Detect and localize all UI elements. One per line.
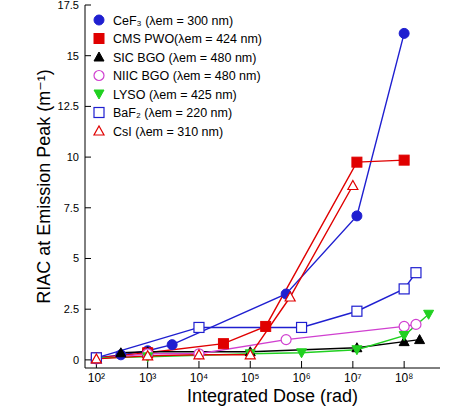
x-tick-label: 10² [88, 371, 105, 385]
data-point [281, 335, 291, 345]
legend-label: LYSO (λem = 425 nm) [113, 88, 237, 102]
y-tick-label: 17.5 [58, 0, 79, 11]
series-line [96, 185, 352, 358]
x-tick-label: 10⁸ [395, 371, 413, 385]
x-tick-label: 10⁷ [344, 371, 362, 385]
y-tick [85, 55, 91, 56]
legend-marker [94, 71, 104, 81]
data-point [218, 339, 228, 349]
x-tick [352, 361, 353, 368]
series-line [96, 160, 404, 358]
x-tick-label: 10⁵ [241, 371, 259, 385]
data-point [352, 157, 362, 167]
legend-marker [94, 126, 104, 135]
data-point [399, 332, 409, 341]
data-point [91, 353, 101, 363]
legend-label: BaF₂ (λem = 220 nm) [113, 106, 232, 120]
data-point [194, 350, 204, 359]
data-point [285, 292, 295, 301]
legend-marker [94, 108, 104, 118]
data-point [424, 310, 434, 319]
y-tick-label: 0 [73, 354, 79, 366]
data-point [399, 28, 409, 38]
data-point [411, 268, 421, 278]
legend-marker [94, 15, 104, 25]
y-tick-label: 5 [73, 252, 79, 264]
data-point [415, 335, 425, 344]
data-point [261, 321, 271, 331]
data-point [352, 346, 362, 355]
plot-area [91, 28, 433, 363]
legend: CeF₃ (λem = 300 nm) CMS PWO(λem = 424 nm)… [94, 14, 262, 139]
y-axis-label: RIAC at Emission Peak (m⁻¹) [34, 69, 54, 304]
x-tick [250, 361, 251, 368]
legend-marker [94, 34, 104, 44]
y-tick [85, 207, 91, 208]
chart: 0 2.5 5 7.5 10 12.5 15 17.5 10² 10³ 10⁴ 10⁵ 10⁶ 10⁷ 10… [0, 0, 453, 416]
data-point [91, 354, 101, 363]
x-tick [301, 361, 302, 368]
data-point [245, 350, 255, 359]
x-axis-label: Integrated Dose (rad) [187, 386, 358, 406]
data-point [297, 322, 307, 332]
data-point [91, 353, 101, 363]
data-point [399, 284, 409, 294]
y-tick-label: 15 [67, 50, 79, 62]
data-point [352, 211, 362, 221]
y-tick [85, 258, 91, 259]
data-point [348, 180, 358, 189]
data-point [167, 340, 177, 350]
y-tick [85, 309, 91, 310]
data-point [143, 351, 153, 360]
y-tick-label: 12.5 [58, 100, 79, 112]
data-point [399, 321, 409, 331]
series-line [96, 33, 404, 357]
x-axis-line [85, 368, 440, 369]
legend-label: CsI (λem = 310 nm) [113, 125, 223, 139]
data-point [352, 306, 362, 316]
legend-label: SIC BGO (λem = 480 nm) [113, 51, 256, 65]
x-tick [404, 361, 405, 368]
data-point [194, 322, 204, 332]
data-point [91, 353, 101, 363]
y-tick-label: 2.5 [64, 303, 79, 315]
x-tick-label: 10⁴ [190, 371, 209, 385]
data-point [116, 348, 126, 357]
x-tick-label: 10⁶ [292, 371, 310, 385]
data-point [245, 350, 255, 359]
legend-marker [94, 90, 104, 99]
y-tick-label: 7.5 [64, 202, 79, 214]
y-tick [85, 106, 91, 107]
y-tick [85, 157, 91, 158]
y-tick [85, 359, 91, 360]
data-point [194, 349, 204, 359]
legend-marker [94, 52, 104, 61]
data-point [297, 349, 307, 358]
y-axis-line [85, 5, 86, 368]
y-tick-label: 10 [67, 151, 79, 163]
data-point [399, 155, 409, 165]
x-tick-label: 10³ [139, 371, 156, 385]
legend-label: CMS PWO(λem = 424 nm) [113, 32, 262, 46]
legend-label: NIIC BGO (λem = 480 nm) [113, 69, 261, 83]
y-tick [85, 5, 91, 6]
data-point [411, 319, 421, 329]
data-point [91, 354, 101, 363]
x-tick [198, 361, 199, 368]
legend-label: CeF₃ (λem = 300 nm) [113, 14, 233, 28]
